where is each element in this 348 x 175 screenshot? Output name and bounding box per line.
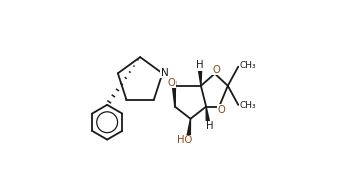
Polygon shape: [198, 70, 201, 86]
Text: O: O: [212, 65, 220, 75]
Text: CH₃: CH₃: [240, 101, 256, 110]
Text: N: N: [161, 68, 168, 78]
Text: O: O: [218, 105, 225, 115]
Text: HO: HO: [177, 135, 192, 145]
Text: H: H: [206, 121, 213, 131]
Polygon shape: [172, 81, 176, 107]
Polygon shape: [206, 107, 209, 121]
Text: CH₃: CH₃: [240, 61, 256, 70]
Polygon shape: [187, 119, 190, 135]
Text: H: H: [196, 60, 204, 70]
Text: O: O: [167, 78, 175, 88]
